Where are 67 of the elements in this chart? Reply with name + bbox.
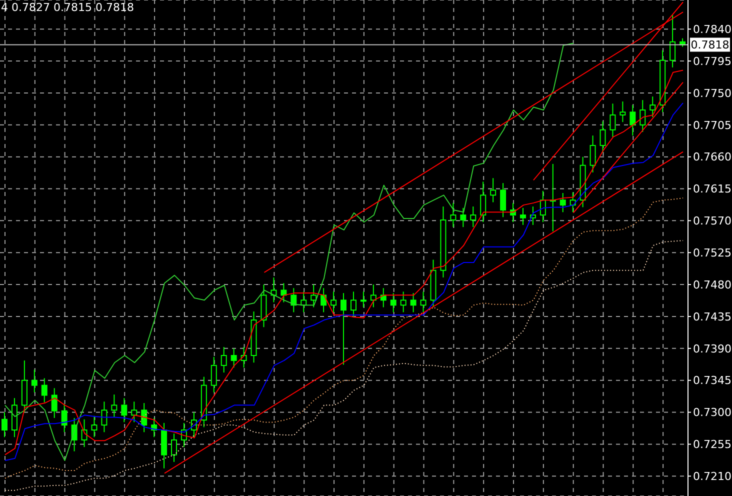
candlestick bbox=[410, 292, 416, 313]
y-tick-label: 0.7570 bbox=[693, 214, 732, 228]
candlestick bbox=[350, 291, 356, 318]
candlestick bbox=[500, 182, 506, 218]
candlestick bbox=[560, 192, 566, 213]
line-series bbox=[4, 197, 684, 479]
candlestick bbox=[390, 292, 396, 313]
y-tick-label: 0.7300 bbox=[693, 406, 732, 420]
candlestick bbox=[640, 100, 646, 132]
candlestick bbox=[111, 394, 118, 418]
candlestick bbox=[171, 433, 178, 462]
y-tick-label: 0.7660 bbox=[693, 150, 732, 164]
candlestick bbox=[610, 103, 616, 138]
candlestick bbox=[620, 100, 626, 123]
candlestick bbox=[290, 288, 297, 313]
candlestick bbox=[31, 369, 38, 393]
candlestick bbox=[91, 415, 98, 438]
line-series bbox=[4, 240, 684, 491]
candlestick bbox=[131, 401, 138, 423]
y-tick-label: 0.7840 bbox=[693, 23, 732, 36]
candlestick bbox=[460, 207, 466, 228]
annotation: 4 0.7827 0.7815 0.7818 bbox=[1, 1, 134, 14]
candlestick bbox=[490, 178, 496, 203]
candlestick bbox=[630, 104, 636, 136]
candlestick bbox=[61, 403, 68, 433]
line-series bbox=[4, 42, 574, 462]
y-tick-label: 0.7615 bbox=[693, 182, 732, 196]
candlestick bbox=[450, 202, 456, 228]
ref-line-label: 0.7818 bbox=[690, 38, 730, 52]
candlestick bbox=[400, 291, 406, 313]
candlestick bbox=[590, 135, 596, 173]
y-tick-label: 0.7345 bbox=[693, 374, 732, 388]
y-tick-label: 0.7210 bbox=[693, 470, 732, 484]
y-tick-label: 0.7705 bbox=[693, 118, 732, 132]
y-tick-label: 0.7525 bbox=[693, 246, 732, 260]
candlestick bbox=[360, 291, 366, 308]
y-tick-label: 0.7480 bbox=[693, 278, 732, 292]
candlestick bbox=[240, 346, 247, 368]
candlestick bbox=[320, 288, 327, 313]
y-tick-label: 0.7255 bbox=[693, 438, 732, 452]
y-tick-label: 0.7435 bbox=[693, 310, 732, 324]
y-tick-label: 0.7795 bbox=[693, 54, 732, 68]
candlestick bbox=[81, 418, 88, 448]
y-tick-label: 0.7750 bbox=[693, 86, 732, 100]
candlestick bbox=[650, 96, 656, 118]
candlestick bbox=[230, 348, 237, 368]
y-tick-label: 0.7390 bbox=[693, 342, 732, 356]
candlestick bbox=[420, 291, 426, 313]
candlestick bbox=[370, 284, 376, 308]
candlestick bbox=[480, 181, 486, 223]
candlestick bbox=[121, 398, 128, 423]
candlestick bbox=[280, 282, 287, 303]
candlestick bbox=[600, 120, 606, 154]
candlestick bbox=[220, 346, 227, 374]
candlestick bbox=[2, 412, 8, 438]
candlestick bbox=[41, 378, 48, 403]
candlestick bbox=[330, 291, 337, 313]
candlestick bbox=[470, 206, 476, 228]
candlestick bbox=[670, 14, 676, 68]
candlestick bbox=[310, 284, 317, 308]
candlestick bbox=[101, 401, 108, 433]
candlestick bbox=[210, 356, 217, 393]
candlestick bbox=[520, 207, 526, 226]
candlestick bbox=[51, 388, 58, 418]
candlestick bbox=[530, 206, 536, 226]
candlestick bbox=[141, 402, 148, 433]
candlestick bbox=[340, 292, 347, 366]
